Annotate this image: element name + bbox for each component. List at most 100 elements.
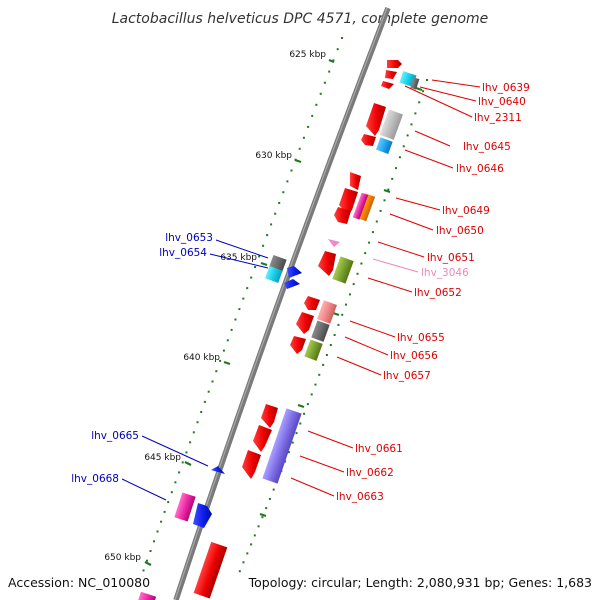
gene-label-lhv_0646[interactable]: lhv_0646: [456, 163, 504, 175]
gene-arrow-lhv_0653[interactable]: [287, 266, 302, 278]
arc-dot: [203, 400, 206, 403]
accession-text: Accession: NC_010080: [8, 575, 150, 590]
arc-dot: [238, 308, 241, 311]
arc-dot: [310, 393, 313, 396]
gene-label-lhv_0661[interactable]: lhv_0661: [355, 443, 403, 455]
gene-block-magenta[interactable]: [137, 591, 157, 600]
kbp-ticks: [144, 58, 423, 566]
tick-mark: [294, 158, 302, 164]
arc-dot: [192, 431, 195, 434]
gene-label-lhv_0653[interactable]: lhv_0653: [165, 232, 213, 244]
arc-dot: [302, 136, 305, 139]
arc-dot: [291, 441, 294, 444]
arc-dot: [333, 334, 336, 336]
arc-dot: [375, 220, 378, 223]
gene-label-lhv_0663[interactable]: lhv_0663: [336, 491, 384, 503]
gene-arrow-lhv_0663[interactable]: [242, 450, 261, 479]
arc-dot: [307, 125, 310, 128]
gene-label-lhv_0656[interactable]: lhv_0656: [390, 350, 438, 362]
arc-dot: [395, 167, 397, 170]
gene-block-sky[interactable]: [375, 137, 393, 154]
gene-block-magenta[interactable]: [174, 492, 196, 522]
arc-dot: [398, 156, 401, 159]
arc-dot: [298, 147, 301, 150]
arc-dot: [185, 451, 188, 454]
gene-label-lhv_0655[interactable]: lhv_0655: [397, 332, 445, 344]
arc-dot: [242, 297, 245, 300]
arc-dot: [337, 323, 340, 326]
gene-block-olive[interactable]: [332, 256, 354, 284]
arc-dot: [200, 411, 203, 413]
leader-line: [121, 478, 167, 501]
arc-dot: [414, 112, 417, 115]
gene-block-olive[interactable]: [304, 339, 323, 361]
gene-label-lhv_0665[interactable]: lhv_0665: [91, 430, 139, 442]
gene-arrow-red[interactable]: [350, 172, 361, 190]
gene-block-lightgray[interactable]: [379, 109, 403, 140]
gene-arrow-lhv_0639[interactable]: [387, 60, 402, 68]
gene-label-lhv_0650[interactable]: lhv_0650: [436, 225, 484, 237]
gene-arrow-lhv_0656[interactable]: [290, 336, 306, 354]
gene-arrow-lhv_0668[interactable]: [193, 503, 212, 528]
leader-line: [299, 455, 345, 473]
gene-arrow-red[interactable]: [366, 103, 386, 136]
gene-arrow-lhv_0649[interactable]: [339, 188, 358, 215]
gene-block-red[interactable]: [193, 541, 228, 599]
gene-label-lhv_0654[interactable]: lhv_0654: [159, 247, 207, 259]
gene-block-darkgray[interactable]: [311, 320, 330, 342]
tick-label: 635 kbp: [220, 253, 257, 263]
leader-line: [404, 149, 454, 169]
arc-dot: [341, 313, 344, 316]
arc-dot: [422, 90, 425, 93]
leader-line: [377, 241, 425, 258]
gene-arrow-lhv_0665[interactable]: [211, 466, 225, 474]
gene-arrow-red[interactable]: [261, 404, 278, 428]
arc-dot: [286, 180, 289, 183]
leader-line: [290, 477, 335, 497]
arc-dot: [262, 244, 265, 247]
gene-arrow-lhv_0655[interactable]: [296, 312, 314, 334]
gene-label-lhv_0651[interactable]: lhv_0651: [427, 252, 475, 264]
arc-dot: [153, 540, 155, 543]
gene-label-lhv_0668[interactable]: lhv_0668: [71, 473, 119, 485]
arc-dot: [254, 266, 257, 268]
arc-dot: [315, 103, 318, 106]
gene-label-lhv_0645[interactable]: lhv_0645: [463, 141, 511, 153]
gene-features: [137, 60, 420, 600]
gene-arrow-lhv_0650[interactable]: [334, 207, 351, 224]
gene-label-lhv_0652[interactable]: lhv_0652: [414, 287, 462, 299]
gene-label-lhv_0649[interactable]: lhv_0649: [442, 205, 490, 217]
arc-dot: [306, 403, 309, 406]
gene-label-lhv_0640[interactable]: lhv_0640: [478, 96, 526, 108]
arc-dot: [391, 177, 394, 180]
gene-arrow-lhv_0654[interactable]: [284, 279, 300, 289]
gene-block-magenta[interactable]: [352, 192, 369, 220]
arc-dot: [314, 383, 317, 386]
gene-arrow-lhv_0652[interactable]: [304, 296, 320, 310]
gene-block-cyan[interactable]: [265, 265, 283, 283]
gene-label-lhv_2311[interactable]: lhv_2311: [474, 112, 522, 124]
leader-line: [209, 253, 269, 269]
gene-arrow-lhv_0651[interactable]: [318, 251, 336, 276]
gene-arrow-lhv_3046[interactable]: [328, 239, 340, 247]
gene-arrow-lhv_2311[interactable]: [381, 81, 394, 89]
gene-label-lhv_0657[interactable]: lhv_0657: [383, 370, 431, 382]
tick-label: 650 kbp: [104, 553, 141, 563]
arc-dot: [160, 520, 163, 523]
arc-dot: [290, 169, 293, 172]
gene-block-gray[interactable]: [410, 77, 420, 90]
gene-label-lhv_0639[interactable]: lhv_0639: [482, 82, 530, 94]
gene-block-purple[interactable]: [262, 408, 302, 484]
gene-block-salmon[interactable]: [317, 300, 337, 324]
arc-dot: [257, 525, 260, 528]
gene-arrow-lhv_0640[interactable]: [385, 70, 397, 79]
gene-arrow-lhv_0661[interactable]: [253, 425, 272, 452]
arc-dot: [387, 188, 390, 191]
arc-dot: [149, 550, 152, 552]
gene-label-lhv_3046[interactable]: lhv_3046: [421, 267, 469, 279]
gene-label-lhv_0662[interactable]: lhv_0662: [346, 467, 394, 479]
arc-dot: [287, 451, 290, 454]
gene-arrow-lhv_0645[interactable]: [361, 134, 376, 146]
